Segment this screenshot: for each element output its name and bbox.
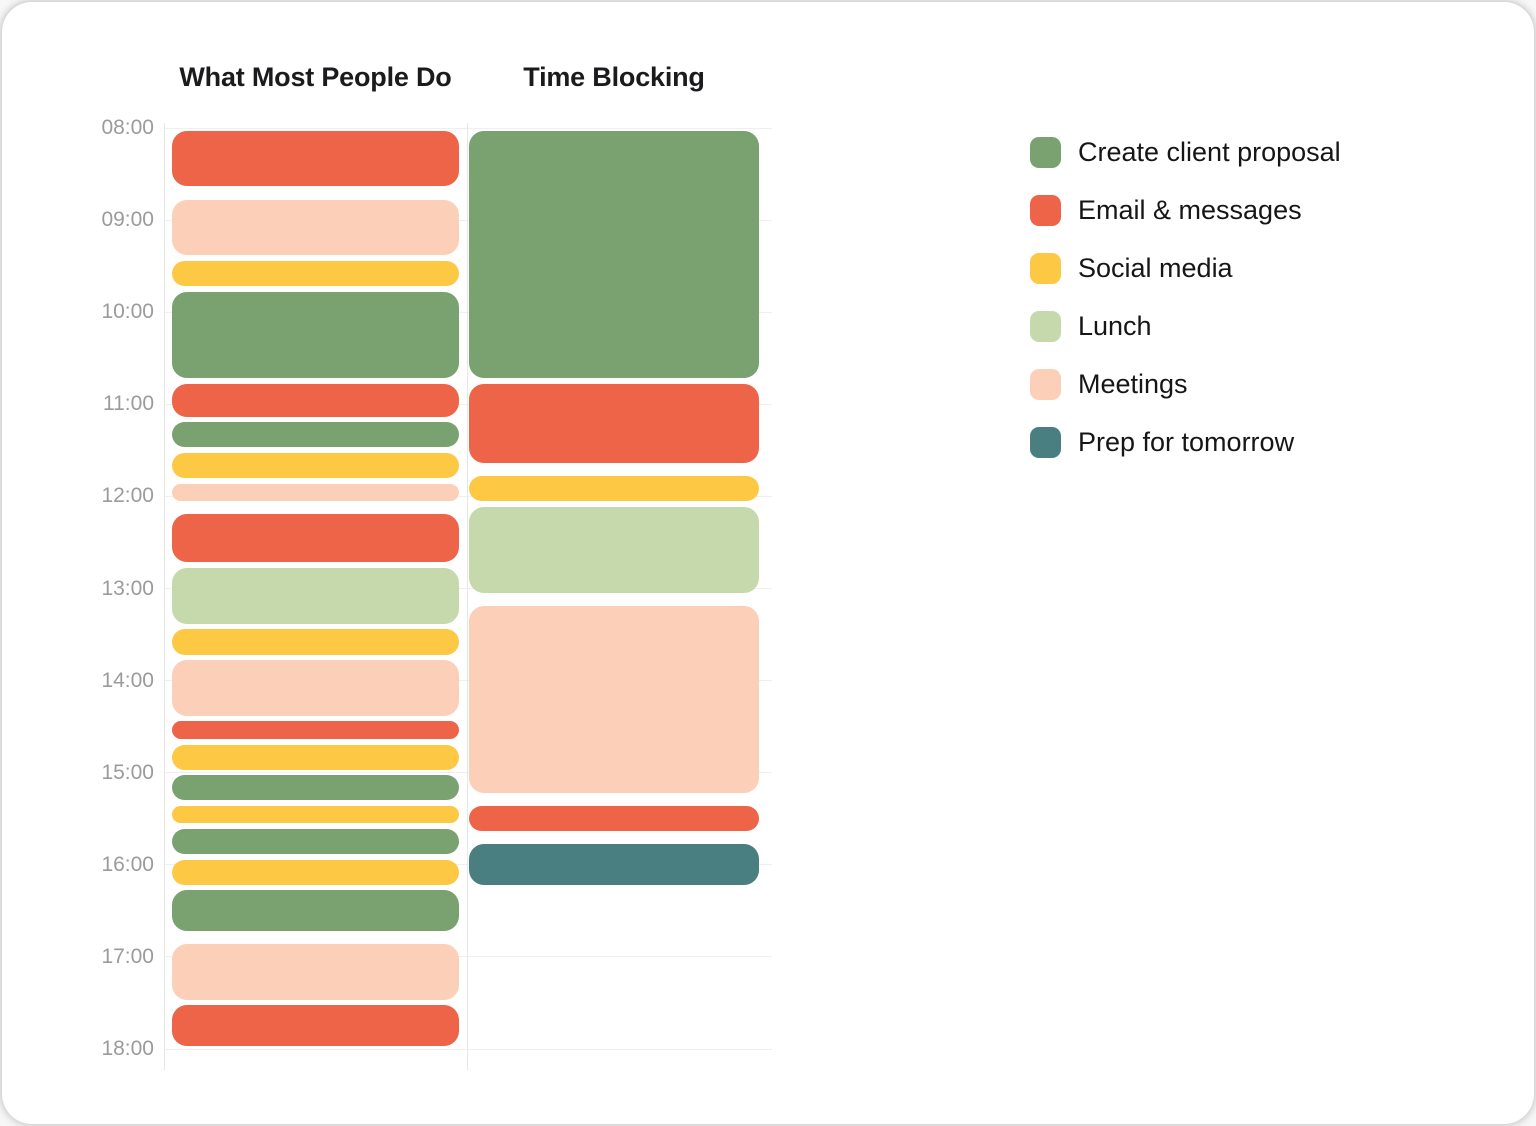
legend-item-proposal: Create client proposal xyxy=(1030,137,1341,168)
column-title-time-blocking: Time Blocking xyxy=(523,62,705,92)
schedule-block-social xyxy=(172,744,459,770)
schedule-block-social xyxy=(172,859,459,885)
legend-swatch-proposal xyxy=(1030,137,1061,168)
time-tick-label: 14:00 xyxy=(101,668,154,692)
legend-swatch-email xyxy=(1030,195,1061,226)
legend: Create client proposal Email & messages So… xyxy=(1030,137,1341,485)
legend-label-lunch: Lunch xyxy=(1078,311,1152,341)
schedule-block-meetings xyxy=(172,199,459,256)
time-tick-label: 13:00 xyxy=(101,576,154,600)
legend-label-proposal: Create client proposal xyxy=(1078,137,1341,167)
time-tick-label: 11:00 xyxy=(103,392,154,416)
schedule-block-email xyxy=(172,130,459,187)
hour-gridline xyxy=(164,1048,772,1050)
schedule-block-social xyxy=(172,452,459,479)
legend-swatch-meetings xyxy=(1030,369,1061,400)
hour-gridline xyxy=(164,403,772,405)
legend-label-email: Email & messages xyxy=(1078,195,1302,225)
legend-item-meetings: Meetings xyxy=(1030,369,1341,400)
legend-label-social: Social media xyxy=(1078,253,1233,283)
legend-item-lunch: Lunch xyxy=(1030,311,1341,342)
schedule-block-meetings xyxy=(172,944,459,1000)
legend-swatch-prep xyxy=(1030,427,1061,458)
schedule-block-email xyxy=(469,805,759,832)
legend-swatch-lunch xyxy=(1030,311,1061,342)
hour-gridline xyxy=(164,495,772,497)
time-tick-label: 12:00 xyxy=(101,484,154,508)
schedule-block-proposal xyxy=(172,775,459,801)
schedule-block-lunch xyxy=(172,567,459,624)
hour-gridline xyxy=(164,311,772,313)
time-tick-label: 18:00 xyxy=(101,1037,154,1060)
hour-gridline xyxy=(164,956,772,958)
schedule-block-social xyxy=(172,260,459,287)
hour-gridline xyxy=(164,127,772,129)
schedule-block-email xyxy=(172,383,459,417)
schedule-block-prep xyxy=(469,844,759,885)
time-tick-label: 09:00 xyxy=(101,208,154,232)
schedule-block-social xyxy=(469,475,759,502)
legend-item-social: Social media xyxy=(1030,253,1341,284)
time-tick-label: 16:00 xyxy=(101,852,154,876)
time-tick-label: 10:00 xyxy=(101,300,154,324)
schedule-block-proposal xyxy=(172,291,459,379)
legend-item-prep: Prep for tomorrow xyxy=(1030,427,1341,458)
time-axis-line xyxy=(164,123,165,1070)
schedule-block-proposal xyxy=(172,828,459,855)
hour-gridline xyxy=(164,864,772,866)
schedule-block-social xyxy=(172,629,459,655)
time-tick-label: 08:00 xyxy=(101,116,154,139)
column-separator-line xyxy=(467,123,468,1070)
schedule-block-proposal xyxy=(172,890,459,931)
schedule-block-meetings xyxy=(172,660,459,716)
schedule-block-social xyxy=(172,805,459,824)
schedule-block-proposal xyxy=(469,130,759,379)
legend-label-meetings: Meetings xyxy=(1078,369,1188,399)
hour-gridline xyxy=(164,680,772,682)
schedule-block-email xyxy=(172,721,459,739)
schedule-block-proposal xyxy=(172,422,459,448)
schedule-block-email xyxy=(172,514,459,563)
schedule-block-meetings xyxy=(469,606,759,793)
hour-gridline xyxy=(164,588,772,589)
schedule-block-lunch xyxy=(469,506,759,594)
hour-gridline xyxy=(164,772,772,774)
legend-item-email: Email & messages xyxy=(1030,195,1341,226)
schedule-block-meetings xyxy=(172,483,459,502)
time-tick-label: 15:00 xyxy=(101,760,154,784)
schedule-block-email xyxy=(469,383,759,463)
column-title-what-most-people-do: What Most People Do xyxy=(179,62,452,92)
hour-gridline xyxy=(164,219,772,221)
time-tick-label: 17:00 xyxy=(101,944,154,968)
legend-swatch-social xyxy=(1030,253,1061,284)
legend-label-prep: Prep for tomorrow xyxy=(1078,427,1295,457)
schedule-block-email xyxy=(172,1005,459,1046)
